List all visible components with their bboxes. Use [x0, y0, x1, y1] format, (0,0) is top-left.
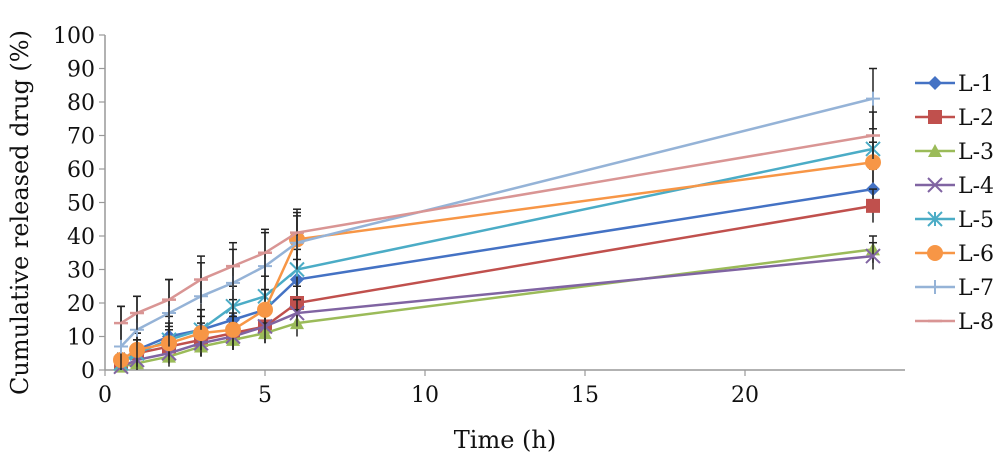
x-axis-title: Time (h) [454, 426, 556, 454]
data-point [865, 154, 881, 171]
data-point [866, 91, 880, 106]
data-point [257, 301, 273, 318]
series-L-8 [114, 111, 880, 340]
legend: L-1 L-2 L-3 L-4 L-5 L-6 L-7 L-8 [915, 72, 994, 335]
legend-item: L-3 [915, 140, 994, 165]
legend-marker [927, 211, 943, 227]
y-tick-label: 10 [67, 326, 95, 351]
legend-item: L-5 [915, 208, 994, 233]
series-line [120, 97, 874, 348]
data-point [289, 305, 305, 321]
y-tick-label: 70 [67, 125, 95, 150]
y-axis-title: Cumulative released drug (%) [6, 30, 34, 395]
data-point [193, 325, 209, 342]
data-point [866, 198, 880, 213]
legend-label: L-1 [958, 72, 994, 97]
legend-label: L-5 [958, 208, 994, 233]
legend-item: L-1 [915, 72, 994, 97]
y-tick-label: 80 [67, 91, 95, 116]
series-L-3 [114, 235, 880, 373]
legend-marker [927, 177, 943, 193]
data-point [865, 248, 881, 264]
x-axis-ticks: 0 5 10 15 20 [98, 370, 759, 408]
y-tick-label: 50 [67, 192, 95, 217]
legend-item: L-8 [915, 310, 994, 335]
legend-marker [928, 110, 942, 124]
series-line [120, 134, 874, 325]
y-tick-label: 0 [81, 359, 95, 384]
y-tick-label: 20 [67, 292, 95, 317]
series-group [113, 67, 881, 375]
y-tick-label: 30 [67, 259, 95, 284]
x-tick-label: 10 [411, 383, 439, 408]
y-tick-label: 100 [53, 24, 95, 49]
legend-label: L-8 [958, 310, 994, 335]
series-line [120, 248, 874, 368]
legend-label: L-3 [958, 140, 994, 165]
legend-marker [927, 245, 943, 261]
legend-item: L-6 [915, 242, 994, 267]
x-tick-label: 15 [571, 383, 599, 408]
legend-item: L-2 [915, 106, 994, 131]
x-tick-label: 0 [98, 383, 112, 408]
data-point [114, 339, 128, 354]
x-tick-label: 20 [731, 383, 759, 408]
legend-marker [928, 76, 942, 90]
legend-label: L-6 [958, 242, 994, 267]
y-axis-ticks: 0 10 20 30 40 50 60 70 80 90 100 [53, 24, 105, 384]
x-tick-label: 5 [258, 383, 272, 408]
legend-label: L-4 [958, 174, 994, 199]
series-L-6 [113, 141, 881, 370]
legend-item: L-4 [915, 174, 994, 199]
y-tick-label: 60 [67, 158, 95, 183]
legend-marker [928, 144, 942, 157]
legend-item: L-7 [915, 276, 994, 301]
legend-label: L-7 [958, 276, 994, 301]
data-point [225, 321, 241, 338]
legend-label: L-2 [958, 106, 994, 131]
legend-marker [928, 280, 942, 294]
y-tick-label: 40 [67, 225, 95, 250]
y-tick-label: 90 [67, 58, 95, 83]
